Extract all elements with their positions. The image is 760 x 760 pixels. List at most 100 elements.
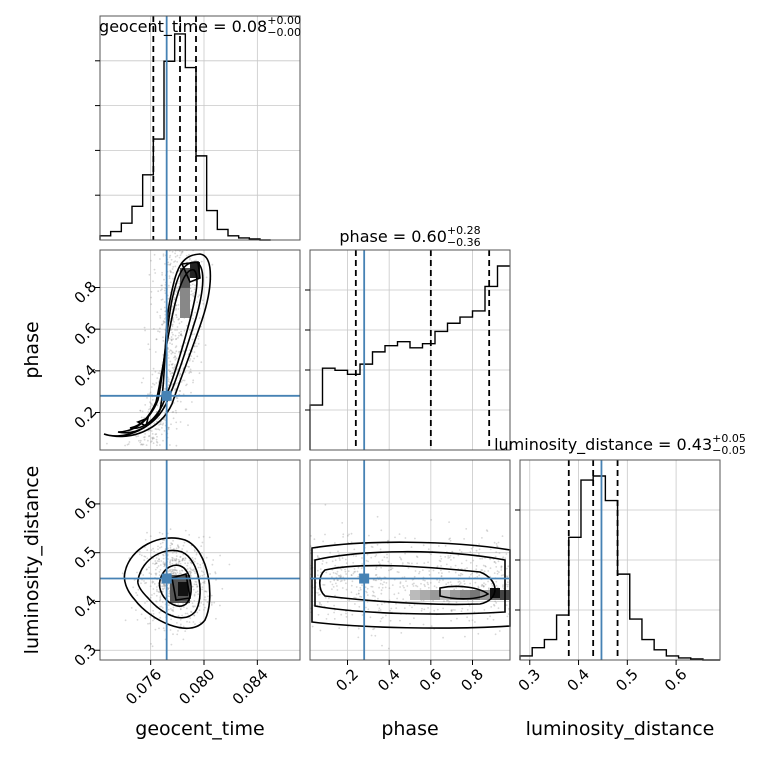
scatter-geo-ld-point (135, 592, 138, 594)
scatter-phase-ld-point (450, 566, 452, 568)
scatter-phase-ld-point (394, 536, 396, 539)
scatter-phase-ld-point (450, 610, 453, 613)
scatter-phase-ld-point (416, 585, 419, 588)
frame-layer (95, 15, 721, 665)
scatter-phase-ld-point (463, 580, 465, 582)
scatter-phase-ld-point (483, 570, 486, 573)
scatter-geo-phase-point (194, 342, 197, 345)
scatter-geo-phase-point (163, 289, 166, 292)
scatter-geo-ld-point (156, 560, 159, 562)
panel-title-text: geocent_time = 0.08 (99, 17, 267, 37)
scatter-geo-ld-point (184, 562, 187, 565)
scatter-geo-phase-point (174, 355, 176, 357)
scatter-geo-ld-point (186, 612, 189, 615)
scatter-geo-phase-point (174, 255, 177, 258)
scatter-phase-ld-point (379, 620, 382, 623)
scatter-geo-ld-point (157, 591, 160, 593)
scatter-phase-ld-point (456, 617, 458, 620)
scatter-phase-ld-point (479, 557, 481, 560)
scatter-geo-ld-point (190, 610, 192, 613)
scatter-phase-ld-point (385, 614, 387, 617)
scatter-phase-ld-point (429, 611, 432, 614)
scatter-phase-ld-point (496, 545, 499, 548)
panel-frame-s21 (309, 459, 511, 661)
scatter-geo-phase-point (163, 418, 165, 421)
scatter-phase-ld-point (358, 605, 361, 608)
scatter-geo-ld-point (206, 601, 209, 604)
scatter-geo-phase-point (157, 372, 160, 374)
scatter-geo-phase-point (158, 428, 161, 431)
scatter-geo-phase-point (162, 322, 165, 325)
scatter-geo-phase-point (160, 420, 163, 423)
scatter-geo-ld-point (152, 562, 154, 565)
scatter-phase-ld-point (372, 579, 375, 581)
scatter-phase-ld-point (334, 542, 336, 544)
scatter-phase-ld-point (371, 585, 374, 588)
scatter-geo-ld-point (169, 563, 172, 566)
truth-geo-ld-marker (161, 573, 172, 584)
scatter-phase-ld-point (332, 586, 335, 588)
scatter-geo-phase-point (150, 259, 152, 262)
scatter-geo-phase-point (175, 304, 178, 307)
scatter-phase-ld-point (506, 583, 509, 586)
scatter-geo-ld-point (159, 596, 162, 599)
scatter-phase-ld-point (332, 571, 335, 574)
scatter-geo-phase-point (177, 304, 180, 306)
scatter-geo-ld-point (173, 550, 176, 553)
density-phase-ld-5 (460, 590, 470, 600)
scatter-geo-phase-point (170, 375, 173, 377)
scatter-geo-ld-point (199, 564, 202, 566)
scatter-phase-ld-point (341, 522, 344, 524)
scatter-geo-phase-point (142, 443, 145, 446)
scatter-geo-ld-point (200, 602, 203, 604)
scatter-geo-ld-point (168, 569, 171, 571)
scatter-geo-phase-point (169, 254, 172, 257)
scatter-geo-phase-point (144, 404, 147, 406)
scatter-geo-ld-point (210, 604, 213, 606)
scatter-geo-phase-point (159, 444, 161, 446)
lumdist-ytick-label: 0.5 (71, 543, 101, 573)
scatter-phase-ld-point (428, 574, 431, 576)
scatter-phase-ld-point (460, 610, 463, 613)
scatter-geo-phase-point (180, 334, 182, 336)
scatter-geo-phase-point (140, 381, 143, 384)
scatter-phase-ld-point (478, 548, 481, 551)
scatter-geo-ld-point (203, 609, 205, 611)
contour-geo-ld-outer (123, 537, 211, 630)
scatter-geo-ld-point (154, 568, 157, 571)
scatter-phase-ld-point (399, 557, 402, 560)
scatter-phase-ld-point (357, 592, 360, 595)
scatter-geo-phase-point (176, 287, 178, 290)
scatter-geo-ld-point (172, 572, 174, 575)
scatter-geo-ld-point (182, 625, 185, 628)
scatter-geo-phase-point (161, 323, 163, 326)
scatter-geo-ld-point (154, 562, 157, 565)
scatter-geo-ld-point (159, 569, 162, 571)
truth-phase-ld-marker (359, 573, 370, 584)
scatter-phase-ld-point (455, 601, 458, 604)
scatter-phase-ld-point (316, 555, 319, 557)
scatter-geo-phase-point (173, 368, 175, 371)
scatter-phase-ld-point (407, 567, 410, 569)
scatter-geo-phase-point (148, 273, 151, 276)
scatter-phase-ld-point (317, 588, 320, 590)
scatter-phase-ld-point (487, 570, 490, 572)
scatter-geo-phase-point (161, 423, 164, 426)
scatter-geo-phase-point (148, 435, 150, 438)
scatter-geo-phase-point (177, 318, 180, 321)
scatter-geo-ld-point (162, 627, 165, 630)
scatter-geo-phase-point (168, 351, 171, 353)
scatter-phase-ld-point (463, 538, 465, 540)
phase-ytick-label: 0.4 (71, 361, 101, 391)
scatter-geo-phase-point (193, 288, 196, 291)
scatter-geo-ld-point (155, 600, 157, 603)
scatter-phase-ld-point (489, 558, 492, 561)
scatter-geo-phase-point (162, 253, 165, 256)
scatter-phase-ld-point (403, 576, 406, 578)
scatter-geo-ld-point (170, 570, 173, 573)
scatter-geo-phase-point (171, 328, 173, 331)
scatter-phase-ld-point (390, 566, 392, 569)
scatter-geo-ld-point (143, 555, 146, 558)
scatter-phase-ld-point (347, 570, 350, 573)
scatter-geo-phase-point (164, 287, 167, 290)
